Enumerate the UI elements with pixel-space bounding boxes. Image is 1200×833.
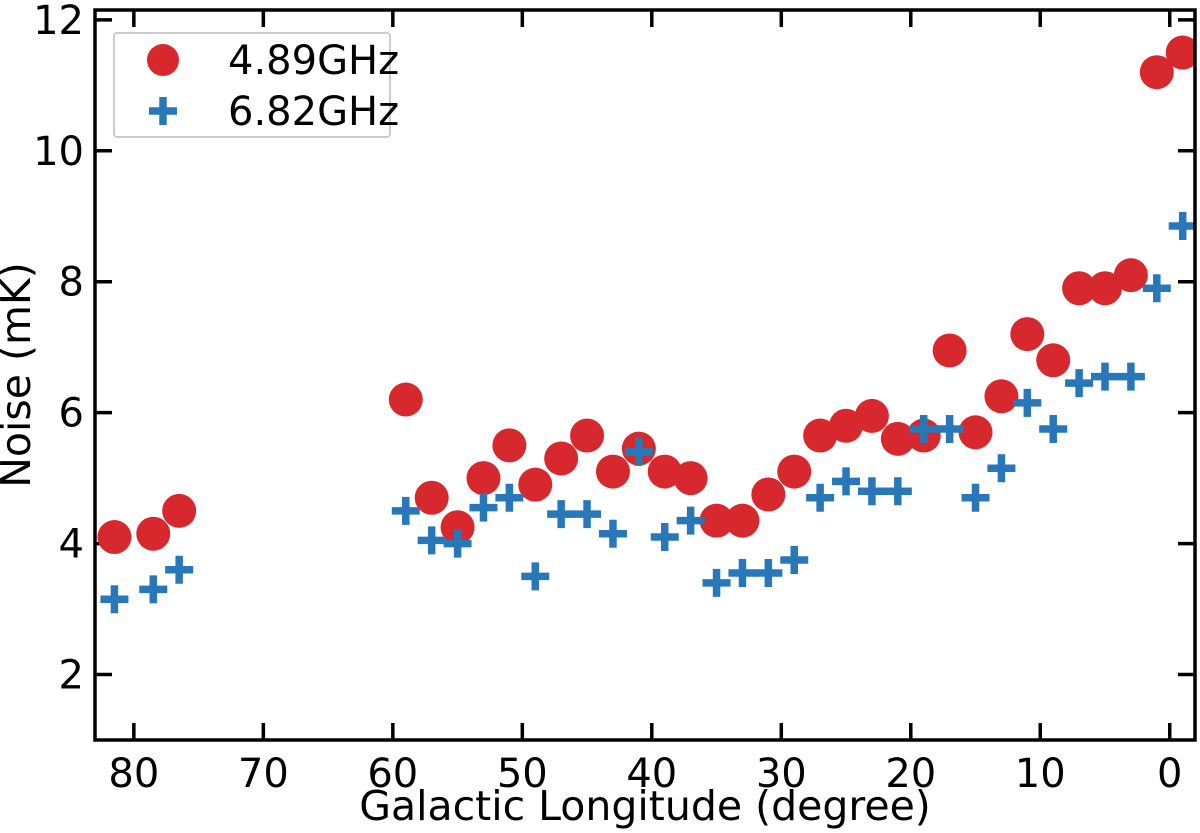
data-point-plus [495,483,524,512]
data-point-circle [388,382,423,417]
data-point-plus [650,523,679,552]
legend-box [113,32,391,138]
x-tick-label: 40 [626,751,677,797]
data-point-plus [1065,369,1094,398]
data-point-plus [1091,362,1120,391]
data-point-plus [139,575,168,604]
data-point-circle [162,493,197,528]
data-point-plus [547,500,576,529]
data-point-plus [1142,274,1171,303]
data-point-circle [1139,55,1174,90]
data-point-plus [832,467,861,496]
x-tick-label: 70 [238,751,289,797]
data-points-layer [97,35,1195,614]
data-point-circle [958,415,993,450]
data-point-circle [97,520,132,555]
data-point-plus [417,526,446,555]
x-axis-label: Galactic Longitude (degree) [359,782,931,830]
data-point-circle [414,480,449,515]
data-point-circle [880,421,915,456]
y-tick-label: 8 [59,260,84,306]
data-point-plus [702,568,731,597]
data-point-circle [1113,258,1148,293]
x-tick-label: 20 [885,751,936,797]
data-point-plus [780,545,809,574]
data-point-plus [598,519,627,548]
data-point-circle [673,461,708,496]
y-tick-label: 12 [33,0,84,44]
x-tick-label: 0 [1157,751,1182,797]
legend-marker-circle-icon [147,44,179,76]
data-point-plus [1013,388,1042,417]
data-point-plus [935,415,964,444]
data-point-circle [777,454,812,489]
data-point-circle [1062,271,1097,306]
y-tick-label: 4 [59,522,84,568]
data-point-plus [100,585,129,614]
data-point-circle [829,408,864,443]
y-tick-label: 10 [33,129,84,175]
data-point-circle [492,428,527,463]
data-point-plus [469,493,498,522]
data-point-plus [883,477,912,506]
legend-label-489ghz: 4.89GHz [228,38,399,84]
data-point-plus [987,454,1016,483]
data-point-circle [1010,317,1045,352]
data-point-circle [854,398,889,433]
x-tick-label: 80 [108,751,159,797]
y-tick-label: 2 [59,653,84,699]
data-point-plus [521,562,550,591]
data-point-plus [857,477,886,506]
data-point-circle [544,441,579,476]
series-4.89GHz [97,35,1195,555]
data-point-plus [624,437,653,466]
data-point-circle [1165,35,1195,70]
plot-frame [93,8,1197,742]
data-point-plus [573,500,602,529]
data-point-plus [391,496,420,525]
data-point-plus [676,506,705,535]
y-axis-label: Noise (mK) [0,262,40,488]
data-point-circle [1088,271,1123,306]
data-point-plus [909,415,938,444]
data-point-circle [466,461,501,496]
series-6.82GHz [100,212,1195,614]
data-point-circle [803,418,838,453]
data-point-circle [518,467,553,502]
data-point-circle [440,510,475,545]
data-point-plus [165,555,194,584]
data-point-circle [699,503,734,538]
data-point-circle [725,503,760,538]
x-tick-label: 30 [756,751,807,797]
data-point-circle [984,379,1019,414]
x-tick-label: 10 [1015,751,1066,797]
data-point-circle [751,477,786,512]
data-point-circle [595,454,630,489]
legend-marker-plus-icon [149,97,177,125]
x-tick-labels: 80 70 60 50 40 30 20 10 0 [108,751,1182,797]
data-point-plus [961,483,990,512]
data-point-plus [754,559,783,588]
y-tick-label: 6 [59,391,84,437]
data-point-plus [1116,362,1145,391]
data-point-plus [1039,415,1068,444]
data-point-circle [932,333,967,368]
data-point-plus [728,559,757,588]
y-tick-labels: 2 4 6 8 10 12 [33,0,84,699]
data-point-plus [806,483,835,512]
data-point-plus [1168,212,1195,241]
x-tick-label: 50 [497,751,548,797]
axis-ticks [95,10,1195,740]
legend-label-682ghz: 6.82GHz [228,89,399,135]
legend: 4.89GHz 6.82GHz [113,32,399,138]
data-point-circle [647,454,682,489]
data-point-circle [1036,343,1071,378]
data-point-circle [136,516,171,551]
data-point-plus [443,529,472,558]
x-tick-label: 60 [367,751,418,797]
data-point-circle [570,418,605,453]
